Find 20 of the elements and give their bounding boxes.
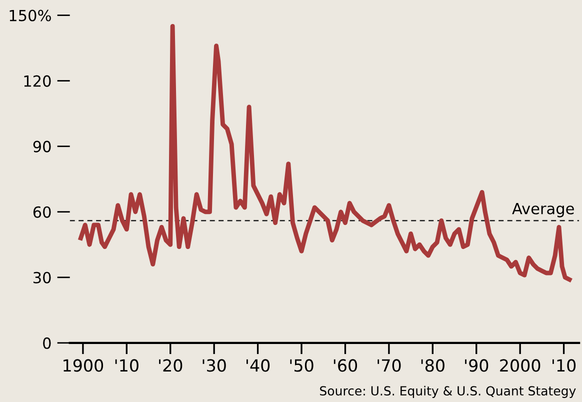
x-tick-label: '80 — [421, 359, 444, 372]
x-tick-label: '40 — [246, 359, 270, 372]
y-tick-label: 90 — [33, 140, 51, 152]
y-tick-label: 120 — [24, 75, 51, 87]
x-tick-label: '60 — [334, 359, 358, 372]
x-tick-label: '10 — [552, 359, 576, 372]
x-tick-label: '70 — [378, 359, 401, 372]
x-tick-label: '90 — [465, 359, 488, 372]
x-tick-label: 2000 — [500, 359, 540, 372]
x-tick-label: '20 — [159, 359, 182, 372]
x-tick-label: '30 — [202, 359, 226, 372]
x-tick-label: '50 — [290, 359, 314, 372]
y-tick-label: 150% — [10, 10, 51, 22]
x-tick-label: 1900 — [64, 359, 104, 372]
x-tick-label: '10 — [115, 359, 138, 372]
y-tick-label: 60 — [33, 206, 51, 218]
y-tick-label: 0 — [43, 337, 51, 349]
source-note: Source: U.S. Equity & U.S. Quant Stategy — [320, 386, 576, 398]
y-tick-label: 30 — [34, 272, 51, 284]
ref-line-label: Average — [512, 203, 574, 218]
